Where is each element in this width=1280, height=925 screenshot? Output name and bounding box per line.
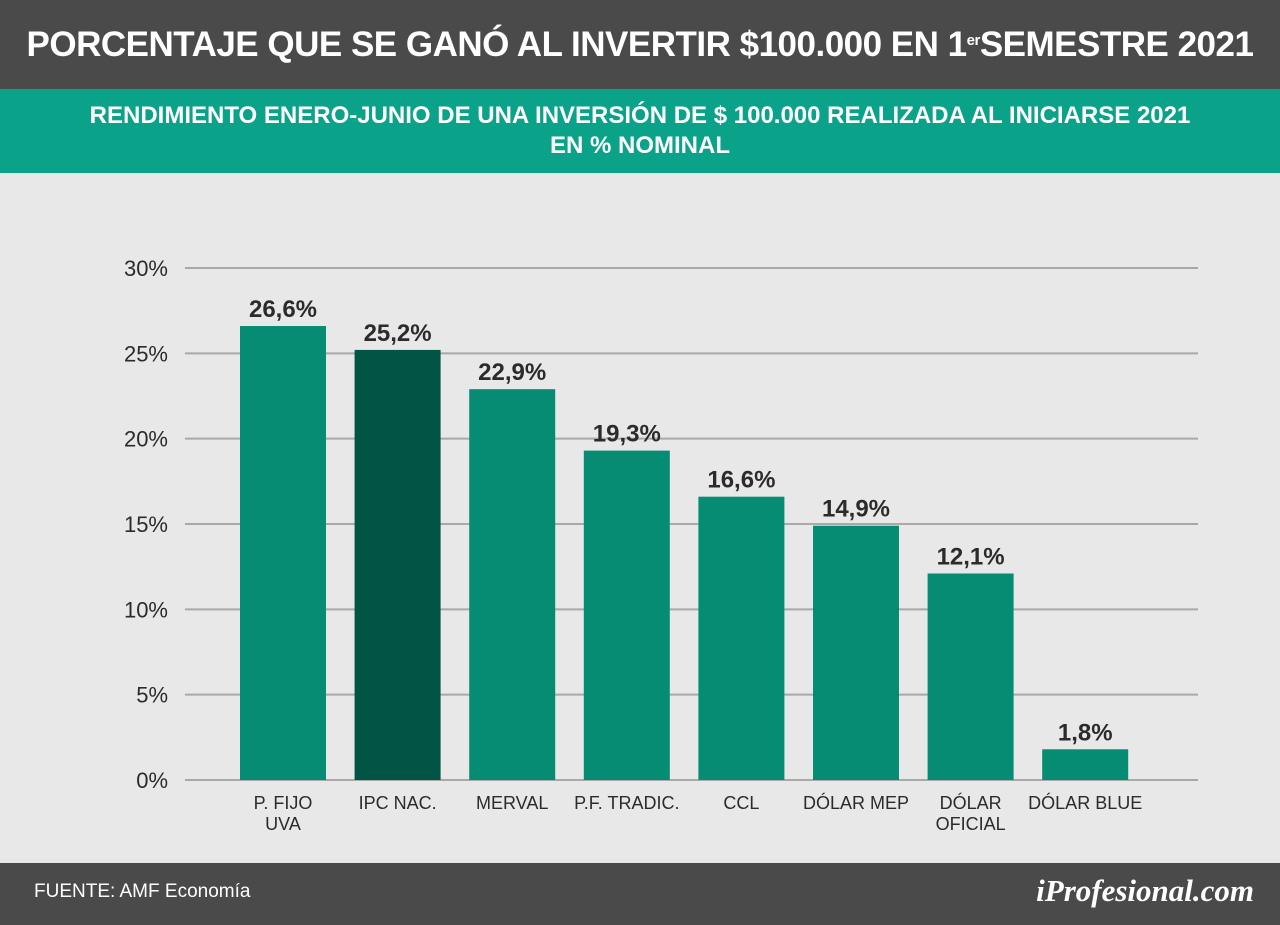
x-tick-label: P.F. TRADIC. [574,793,679,813]
brand-logo: iProfesional.com [1036,873,1254,908]
bar [240,326,326,780]
bar [698,496,785,780]
bar [813,525,899,780]
x-tick-label: CCL [723,793,759,813]
bar-value-label: 19,3% [593,421,661,448]
bar-value-label: 26,6% [249,296,317,323]
bar [1042,749,1129,780]
bar [583,450,670,780]
bar-value-label: 12,1% [937,543,1005,570]
x-tick-label: UVA [265,814,301,834]
chart-title: PORCENTAJE QUE SE GANÓ AL INVERTIR $100.… [0,0,1280,89]
y-tick-label: 20% [124,427,168,452]
y-tick-label: 10% [124,597,168,622]
y-tick-label: 5% [136,683,168,708]
bar [354,349,441,780]
source-note: FUENTE: AMF Economía [34,881,251,902]
y-tick-label: 25% [124,341,168,366]
x-tick-label: P. FIJO [254,793,313,813]
chart-title-superscript: er [966,32,981,49]
chart-subtitle: RENDIMIENTO ENERO-JUNIO DE UNA INVERSIÓN… [0,89,1280,173]
x-tick-label: DÓLAR MEP [803,792,909,813]
y-tick-label: 0% [136,768,168,793]
x-tick-label: DÓLAR [940,792,1002,813]
chart-subtitle-line1: RENDIMIENTO ENERO-JUNIO DE UNA INVERSIÓN… [89,102,1191,129]
bar-value-label: 25,2% [364,320,432,347]
bar-value-label: 16,6% [707,467,775,494]
bar-value-label: 22,9% [478,359,546,386]
y-tick-label: 30% [124,256,168,281]
x-tick-label: OFICIAL [936,814,1006,834]
x-tick-label: IPC NAC. [359,793,437,813]
chart-subtitle-line2: EN % NOMINAL [550,132,730,159]
x-tick-label: MERVAL [476,793,548,813]
bar [927,573,1014,780]
footer: FUENTE: AMF Economía iProfesional.com [0,863,1280,925]
chart-title-main: PORCENTAJE QUE SE GANÓ AL INVERTIR $100.… [26,24,968,64]
chart-title-end: SEMESTRE 2021 [979,24,1254,64]
chart-area: 0% 5% 10% 15% 20% 25% 30% 26,6% P. FIJO UVA 25,2% I… [0,173,1280,863]
bar [469,389,556,780]
bar-value-label: 1,8% [1058,719,1113,746]
x-tick-label: DÓLAR BLUE [1028,792,1142,813]
y-tick-label: 15% [124,512,168,537]
bar-value-label: 14,9% [822,496,890,523]
